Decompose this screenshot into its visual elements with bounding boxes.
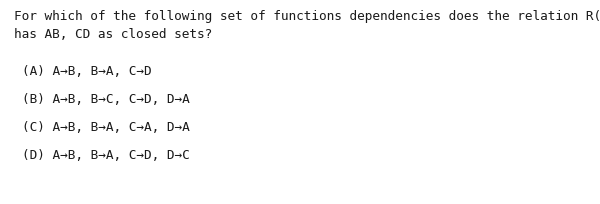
- Text: has AB, CD as closed sets?: has AB, CD as closed sets?: [14, 28, 212, 41]
- Text: For which of the following set of functions dependencies does the relation R(A,B: For which of the following set of functi…: [14, 10, 600, 23]
- Text: (B) A→B, B→C, C→D, D→A: (B) A→B, B→C, C→D, D→A: [22, 93, 190, 105]
- Text: (A) A→B, B→A, C→D: (A) A→B, B→A, C→D: [22, 65, 152, 78]
- Text: (C) A→B, B→A, C→A, D→A: (C) A→B, B→A, C→A, D→A: [22, 120, 190, 133]
- Text: (D) A→B, B→A, C→D, D→C: (D) A→B, B→A, C→D, D→C: [22, 148, 190, 161]
